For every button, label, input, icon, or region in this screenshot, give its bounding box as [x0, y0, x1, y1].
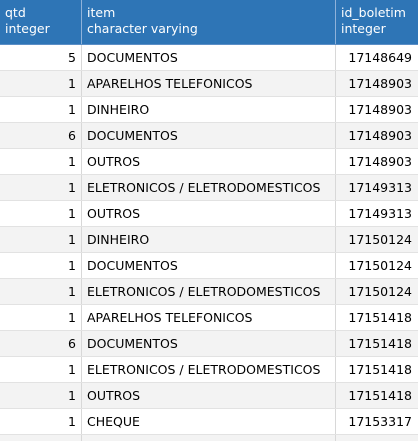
- id-boletim-cell[interactable]: 17150124: [348, 232, 412, 247]
- table-row[interactable]: 1 APARELHOS TELEFONICOS 17151418: [0, 305, 418, 331]
- qtd-cell[interactable]: 1: [0, 175, 82, 200]
- column-header-id-boletim[interactable]: id_boletim integer: [336, 0, 418, 44]
- column-header-item[interactable]: item character varying: [82, 0, 336, 44]
- id-boletim-cell[interactable]: 17149313: [348, 206, 412, 221]
- table-row-partial: [0, 435, 418, 441]
- qtd-cell[interactable]: 1: [0, 227, 82, 252]
- qtd-cell[interactable]: 1: [0, 253, 82, 278]
- table-row[interactable]: 5 DOCUMENTOS 17148649: [0, 45, 418, 71]
- empty-cell: [336, 435, 418, 441]
- id-boletim-cell[interactable]: 17148903: [348, 76, 412, 91]
- item-cell[interactable]: OUTROS: [82, 383, 336, 408]
- table-row[interactable]: 1 DINHEIRO 17148903: [0, 97, 418, 123]
- column-type: character varying: [87, 21, 198, 36]
- id-boletim-cell[interactable]: 17148903: [348, 102, 412, 117]
- table-row[interactable]: 1 APARELHOS TELEFONICOS 17148903: [0, 71, 418, 97]
- column-name: item: [87, 5, 116, 20]
- qtd-cell[interactable]: 1: [0, 97, 82, 122]
- id-boletim-cell[interactable]: 17149313: [348, 180, 412, 195]
- qtd-cell[interactable]: 6: [0, 331, 82, 356]
- id-boletim-cell[interactable]: 17148649: [348, 50, 412, 65]
- item-cell[interactable]: ELETRONICOS / ELETRODOMESTICOS: [82, 279, 336, 304]
- qtd-cell[interactable]: 6: [0, 123, 82, 148]
- qtd-cell[interactable]: 1: [0, 279, 82, 304]
- id-boletim-cell[interactable]: 17150124: [348, 258, 412, 273]
- grid-header: qtd integer item character varying id_bo…: [0, 0, 418, 45]
- item-cell[interactable]: DOCUMENTOS: [82, 253, 336, 278]
- item-cell[interactable]: APARELHOS TELEFONICOS: [82, 71, 336, 96]
- item-cell[interactable]: DINHEIRO: [82, 227, 336, 252]
- table-row[interactable]: 6 DOCUMENTOS 17151418: [0, 331, 418, 357]
- qtd-cell[interactable]: 1: [0, 201, 82, 226]
- id-boletim-cell[interactable]: 17148903: [348, 128, 412, 143]
- table-row[interactable]: 1 DOCUMENTOS 17150124: [0, 253, 418, 279]
- table-row[interactable]: 1 CHEQUE 17153317: [0, 409, 418, 435]
- id-boletim-cell[interactable]: 17148903: [348, 154, 412, 169]
- id-boletim-cell[interactable]: 17151418: [348, 310, 412, 325]
- table-row[interactable]: 1 OUTROS 17148903: [0, 149, 418, 175]
- qtd-cell[interactable]: 5: [0, 45, 82, 70]
- item-cell[interactable]: DOCUMENTOS: [82, 123, 336, 148]
- table-row[interactable]: 1 ELETRONICOS / ELETRODOMESTICOS 17149313: [0, 175, 418, 201]
- item-cell[interactable]: DINHEIRO: [82, 97, 336, 122]
- item-cell[interactable]: APARELHOS TELEFONICOS: [82, 305, 336, 330]
- item-cell[interactable]: OUTROS: [82, 149, 336, 174]
- empty-cell: [0, 435, 82, 441]
- table-row[interactable]: 1 ELETRONICOS / ELETRODOMESTICOS 17150124: [0, 279, 418, 305]
- qtd-cell[interactable]: 1: [0, 357, 82, 382]
- grid-body: 5 DOCUMENTOS 17148649 1 APARELHOS TELEFONICO…: [0, 45, 418, 441]
- table-row[interactable]: 1 OUTROS 17149313: [0, 201, 418, 227]
- qtd-cell[interactable]: 1: [0, 305, 82, 330]
- item-cell[interactable]: DOCUMENTOS: [82, 45, 336, 70]
- qtd-cell[interactable]: 1: [0, 71, 82, 96]
- id-boletim-cell[interactable]: 17151418: [348, 362, 412, 377]
- table-row[interactable]: 1 ELETRONICOS / ELETRODOMESTICOS 17151418: [0, 357, 418, 383]
- table-row[interactable]: 1 DINHEIRO 17150124: [0, 227, 418, 253]
- column-type: integer: [341, 21, 386, 36]
- item-cell[interactable]: ELETRONICOS / ELETRODOMESTICOS: [82, 175, 336, 200]
- qtd-cell[interactable]: 1: [0, 383, 82, 408]
- item-cell[interactable]: CHEQUE: [82, 409, 336, 434]
- id-boletim-cell[interactable]: 17153317: [348, 414, 412, 429]
- column-name: qtd: [5, 5, 26, 20]
- qtd-cell[interactable]: 1: [0, 409, 82, 434]
- id-boletim-cell[interactable]: 17150124: [348, 284, 412, 299]
- id-boletim-cell[interactable]: 17151418: [348, 336, 412, 351]
- column-header-qtd[interactable]: qtd integer: [0, 0, 82, 44]
- qtd-cell[interactable]: 1: [0, 149, 82, 174]
- column-type: integer: [5, 21, 50, 36]
- item-cell[interactable]: OUTROS: [82, 201, 336, 226]
- empty-cell: [82, 435, 336, 441]
- table-row[interactable]: 1 OUTROS 17151418: [0, 383, 418, 409]
- table-row[interactable]: 6 DOCUMENTOS 17148903: [0, 123, 418, 149]
- item-cell[interactable]: DOCUMENTOS: [82, 331, 336, 356]
- column-name: id_boletim: [341, 5, 406, 20]
- id-boletim-cell[interactable]: 17151418: [348, 388, 412, 403]
- item-cell[interactable]: ELETRONICOS / ELETRODOMESTICOS: [82, 357, 336, 382]
